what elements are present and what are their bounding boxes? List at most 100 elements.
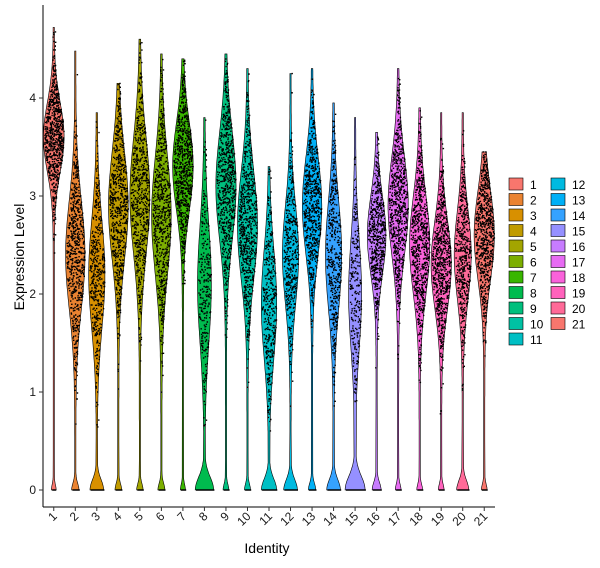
- points-cluster-21: [474, 151, 496, 491]
- y-axis-title: Expression Level: [11, 204, 27, 311]
- x-tick-label-21: 21: [471, 509, 491, 529]
- x-tick-label-5: 5: [131, 509, 146, 524]
- legend-key-11: [508, 332, 524, 346]
- x-tick-label-7: 7: [174, 509, 189, 524]
- points-cluster-3: [89, 121, 106, 491]
- violin-cluster-15: [344, 117, 366, 491]
- x-tick-label-11: 11: [256, 509, 275, 528]
- x-tick-label-20: 20: [449, 509, 469, 529]
- points-cluster-12: [283, 72, 300, 491]
- legend-key-5: [508, 239, 524, 253]
- y-tick-label-0: 0: [29, 483, 36, 497]
- points-cluster-11: [261, 168, 278, 491]
- legend-label-4: 4: [530, 225, 537, 239]
- legend-key-2: [508, 193, 524, 206]
- points-cluster-2: [66, 74, 86, 491]
- legend-key-17: [550, 255, 566, 268]
- x-tick-label-14: 14: [320, 509, 340, 529]
- violin-cluster-8: [194, 117, 214, 491]
- violin-cluster-16: [367, 132, 387, 491]
- legend-label-21: 21: [572, 318, 586, 332]
- points-cluster-7: [173, 59, 194, 491]
- x-tick-label-1: 1: [45, 509, 60, 524]
- violin-cluster-3: [88, 112, 106, 491]
- x-tick-label-19: 19: [428, 509, 448, 529]
- violin-cluster-1: [43, 27, 65, 491]
- points-cluster-9: [216, 58, 237, 491]
- points-cluster-8: [196, 119, 215, 491]
- points-cluster-20: [455, 130, 472, 491]
- legend-label-15: 15: [572, 225, 586, 239]
- legend-key-19: [550, 286, 566, 299]
- legend-key-3: [508, 208, 524, 222]
- legend-label-13: 13: [572, 194, 586, 208]
- points-cluster-16: [368, 136, 387, 491]
- legend-key-13: [550, 193, 566, 206]
- legend-key-10: [508, 317, 524, 330]
- violin-cluster-9: [215, 53, 237, 491]
- legend-label-20: 20: [572, 302, 586, 316]
- legend-label-16: 16: [572, 240, 586, 254]
- legend-label-8: 8: [530, 287, 537, 301]
- legend-key-6: [508, 255, 524, 268]
- legend-label-12: 12: [572, 178, 586, 192]
- violin-cluster-5: [129, 38, 151, 491]
- x-tick-label-2: 2: [67, 509, 82, 524]
- legend-key-8: [508, 286, 524, 299]
- legend-label-14: 14: [572, 209, 586, 223]
- x-tick-label-16: 16: [363, 509, 383, 529]
- x-tick-label-10: 10: [234, 509, 254, 529]
- legend-key-18: [550, 270, 566, 284]
- legend-label-3: 3: [530, 209, 537, 223]
- violin-cluster-4: [108, 83, 129, 491]
- x-axis-title: Identity: [244, 540, 289, 556]
- x-tick-label-17: 17: [385, 509, 405, 529]
- x-tick-label-18: 18: [406, 509, 426, 529]
- points-cluster-10: [238, 73, 258, 491]
- violin-cluster-12: [282, 73, 299, 491]
- legend-key-21: [550, 317, 566, 330]
- y-tick-label-1: 1: [29, 385, 36, 399]
- points-cluster-18: [410, 110, 431, 491]
- legend-key-15: [550, 224, 566, 237]
- x-tick-label-9: 9: [217, 509, 232, 524]
- x-tick-label-12: 12: [277, 509, 297, 529]
- points-cluster-1: [44, 31, 65, 491]
- x-tick-label-3: 3: [88, 509, 103, 524]
- x-tick-label-13: 13: [299, 509, 319, 529]
- points-cluster-4: [109, 82, 129, 491]
- legend-label-17: 17: [572, 256, 586, 270]
- legend-label-10: 10: [530, 318, 544, 332]
- x-tick-label-6: 6: [153, 509, 168, 524]
- legend-label-2: 2: [530, 194, 537, 208]
- legend-key-1: [508, 177, 524, 191]
- legend-label-19: 19: [572, 287, 586, 301]
- legend-key-4: [508, 224, 524, 237]
- x-tick-label-4: 4: [110, 509, 125, 524]
- violin-cluster-18: [409, 107, 431, 491]
- legend-label-9: 9: [530, 302, 537, 316]
- legend-key-7: [508, 270, 524, 284]
- violin-cluster-2: [65, 50, 86, 491]
- legend-key-14: [550, 208, 566, 222]
- violin-cluster-17: [387, 68, 409, 491]
- legend-key-20: [550, 301, 566, 315]
- legend-label-7: 7: [530, 271, 537, 285]
- legend-label-18: 18: [572, 271, 586, 285]
- points-cluster-17: [388, 77, 409, 491]
- legend-label-6: 6: [530, 256, 537, 270]
- legend-key-9: [508, 301, 524, 315]
- legend-label-5: 5: [530, 240, 537, 254]
- legend-key-12: [550, 177, 566, 191]
- y-tick-label-4: 4: [29, 91, 36, 105]
- y-tick-label-2: 2: [29, 287, 36, 301]
- points-layer: [44, 31, 496, 491]
- legend-label-1: 1: [530, 178, 537, 192]
- y-tick-label-3: 3: [29, 189, 36, 203]
- points-cluster-19: [432, 137, 452, 491]
- x-tick-label-15: 15: [342, 509, 362, 529]
- legend-label-11: 11: [530, 333, 543, 347]
- x-tick-label-8: 8: [196, 509, 211, 524]
